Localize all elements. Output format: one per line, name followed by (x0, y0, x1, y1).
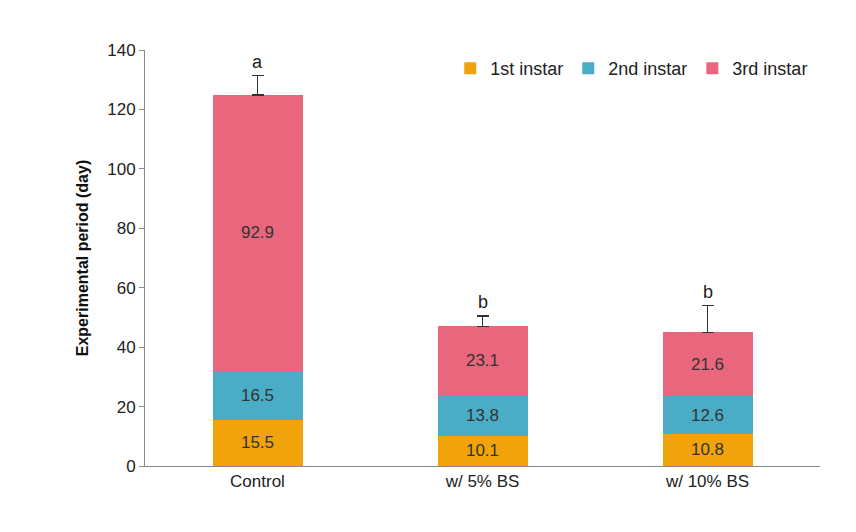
svg-text:10.1: 10.1 (466, 441, 499, 460)
svg-text:w/ 5% BS: w/ 5% BS (445, 472, 520, 491)
svg-text:b: b (478, 292, 488, 312)
svg-text:12.6: 12.6 (691, 406, 724, 425)
svg-text:60: 60 (117, 279, 136, 298)
svg-text:100: 100 (107, 160, 135, 179)
svg-text:16.5: 16.5 (241, 386, 274, 405)
svg-text:140: 140 (107, 41, 135, 60)
svg-text:10.8: 10.8 (691, 440, 724, 459)
svg-text:15.5: 15.5 (241, 433, 274, 452)
svg-text:3rd instar: 3rd instar (732, 59, 807, 79)
svg-text:1st instar: 1st instar (490, 59, 563, 79)
svg-text:w/ 10% BS: w/ 10% BS (665, 472, 749, 491)
svg-text:21.6: 21.6 (691, 355, 724, 374)
svg-text:40: 40 (117, 338, 136, 357)
svg-text:20: 20 (117, 398, 136, 417)
svg-text:0: 0 (126, 457, 135, 476)
svg-text:23.1: 23.1 (466, 351, 499, 370)
svg-text:Experimental period (day): Experimental period (day) (74, 160, 91, 357)
svg-text:b: b (703, 282, 713, 302)
svg-text:a: a (252, 52, 263, 72)
svg-text:2nd instar: 2nd instar (608, 59, 687, 79)
svg-text:Control: Control (230, 472, 285, 491)
svg-text:80: 80 (117, 219, 136, 238)
svg-text:120: 120 (107, 100, 135, 119)
svg-text:13.8: 13.8 (466, 406, 499, 425)
svg-text:92.9: 92.9 (241, 223, 274, 242)
